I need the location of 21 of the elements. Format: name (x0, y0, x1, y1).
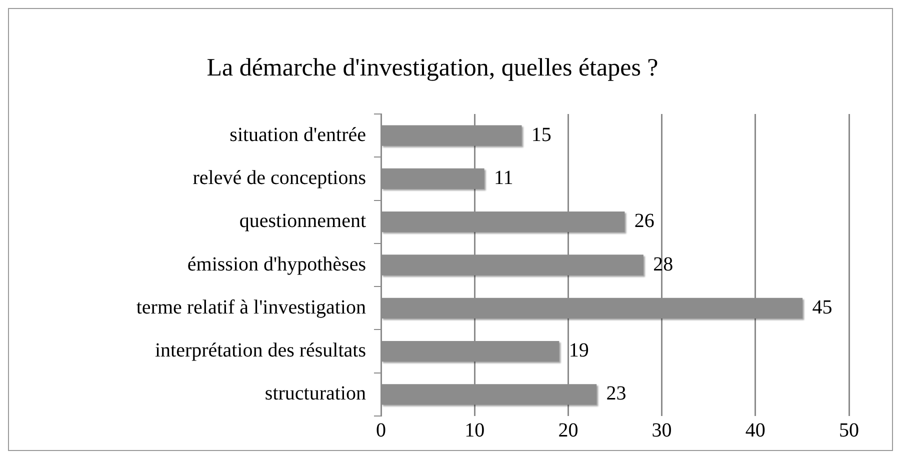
data-label: 45 (812, 296, 832, 318)
x-tick-label: 0 (376, 419, 386, 442)
x-tick-label: 40 (745, 419, 766, 442)
y-tick-label: structuration (264, 382, 366, 405)
y-tick-label: questionnement (239, 210, 366, 232)
y-tick-label: interprétation des résultats (154, 340, 366, 362)
x-tick-label: 50 (839, 419, 859, 442)
data-label: 23 (606, 382, 626, 405)
data-label: 11 (494, 166, 514, 189)
x-tick-label: 30 (652, 419, 672, 442)
x-tick-label: 20 (558, 419, 578, 442)
data-label: 28 (653, 253, 674, 276)
y-tick-label: émission d'hypothèses (187, 253, 366, 276)
y-tick-label: situation d'entrée (230, 124, 366, 146)
x-tick-label: 10 (464, 419, 485, 442)
y-tick-label: terme relatif à l'investigation (136, 296, 366, 318)
data-label: 15 (531, 124, 552, 146)
data-label: 26 (634, 210, 654, 232)
chart-title: La démarche d'investigation, quelles étapes ? (206, 54, 658, 82)
data-label: 19 (568, 340, 589, 362)
y-tick-label: relevé de conceptions (192, 166, 366, 189)
